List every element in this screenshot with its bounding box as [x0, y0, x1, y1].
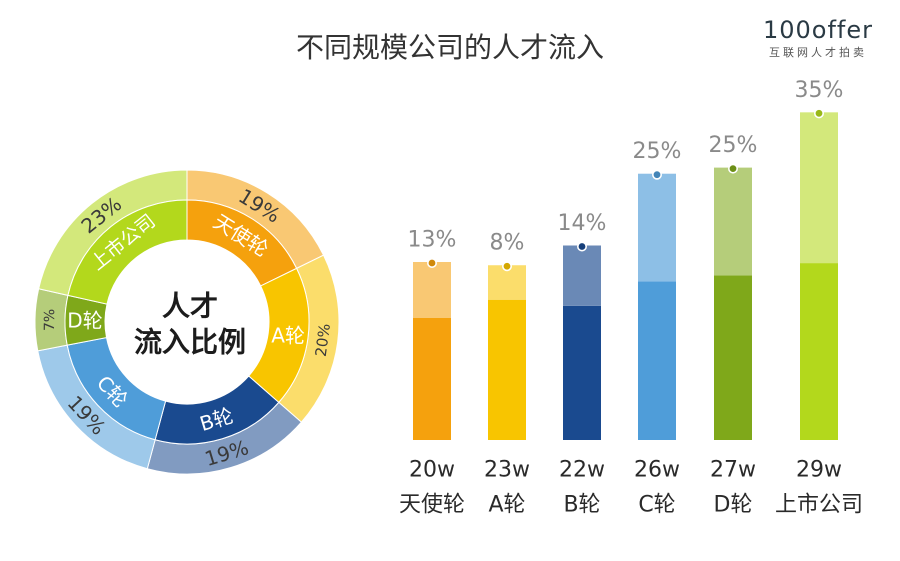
logo-subtitle: 互联网人才拍卖 [769, 46, 867, 59]
bar-value-label-4: 25% [709, 133, 758, 158]
donut-outer-label-4: 7% [42, 309, 58, 331]
bar-marker-2 [576, 241, 587, 252]
bar-value-label-1: 8% [490, 231, 525, 256]
bar-base-3 [638, 281, 676, 440]
bar-marker-4 [727, 163, 738, 174]
logo-text: 100offer [762, 16, 874, 44]
donut-center [106, 241, 268, 403]
bar-base-value-label-3: 26w [634, 458, 680, 483]
bar-category-label-5: 上市公司 [775, 493, 863, 518]
donut-outer-label-1: 20% [312, 322, 334, 357]
donut-category-label-4: D轮 [67, 309, 102, 333]
bar-value-label-2: 14% [558, 211, 607, 236]
bar-value-label-0: 13% [408, 228, 457, 253]
bar-base-1 [488, 299, 526, 440]
donut-center-label-1: 流入比例 [134, 326, 246, 359]
bar-top-4 [714, 167, 752, 276]
bar-base-value-label-4: 27w [710, 458, 756, 483]
bar-value-label-3: 25% [633, 139, 682, 164]
bar-category-label-2: B轮 [563, 493, 600, 518]
bar-marker-0 [426, 257, 437, 268]
donut-center-label-0: 人才 [162, 290, 218, 323]
brand-logo: 100offer 互联网人才拍卖 [748, 16, 888, 60]
bar-top-2 [563, 245, 601, 306]
bar-category-label-0: 天使轮 [399, 493, 465, 518]
bar-top-3 [638, 173, 676, 282]
chart-title: 不同规模公司的人才流入 [295, 31, 604, 64]
bar-base-value-label-1: 23w [484, 458, 530, 483]
bar-base-0 [413, 318, 451, 440]
bar-category-label-3: C轮 [638, 493, 675, 518]
bar-value-label-5: 35% [795, 78, 844, 103]
bar-chart: 13% 20w 天使轮 8% 23w A轮 14% 22w B轮 25% 26w C轮 25% 27w D轮… [399, 78, 863, 518]
bar-marker-5 [813, 108, 824, 119]
donut-inner-slice-5 [67, 199, 188, 305]
bar-top-5 [800, 112, 838, 264]
bar-category-label-1: A轮 [488, 493, 525, 518]
bar-base-value-label-2: 22w [559, 458, 605, 483]
bar-category-label-4: D轮 [714, 493, 753, 518]
bar-base-value-label-5: 29w [796, 458, 842, 483]
bar-top-0 [413, 262, 451, 318]
bar-base-2 [563, 305, 601, 440]
donut-category-label-1: A轮 [271, 323, 305, 347]
bar-base-5 [800, 263, 838, 440]
bar-base-4 [714, 275, 752, 440]
bar-base-value-label-0: 20w [409, 458, 455, 483]
bar-marker-3 [651, 169, 662, 180]
bar-marker-1 [501, 261, 512, 272]
